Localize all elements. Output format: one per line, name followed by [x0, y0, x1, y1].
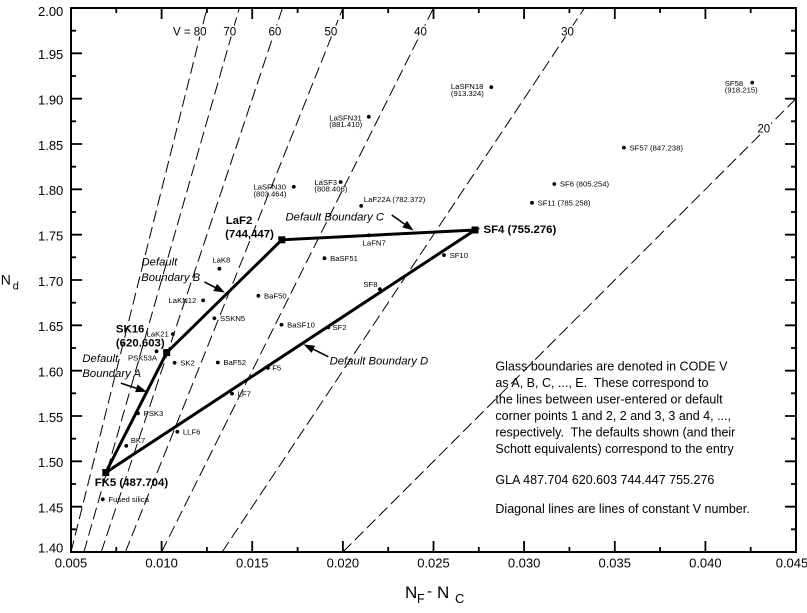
svg-text:(808.406): (808.406): [314, 185, 347, 194]
svg-text:N: N: [1, 271, 11, 287]
svg-text:N: N: [437, 583, 449, 602]
svg-text:(913.324): (913.324): [451, 89, 484, 98]
svg-text:F5: F5: [272, 364, 281, 373]
svg-text:F: F: [417, 592, 425, 606]
svg-text:1.65: 1.65: [38, 319, 63, 334]
svg-text:PSK53A: PSK53A: [128, 354, 158, 363]
svg-text:BaSF10: BaSF10: [287, 321, 315, 330]
svg-text:Fused silica: Fused silica: [108, 495, 149, 504]
svg-text:as A, B, C, ..., E. These cor: as A, B, C, ..., E. These correspond to: [495, 376, 708, 390]
svg-text:1.40: 1.40: [38, 541, 63, 556]
svg-text:GLA 487.704 620.603 744.447 75: GLA 487.704 620.603 744.447 755.276: [495, 473, 714, 487]
svg-text:N: N: [405, 583, 417, 602]
svg-text:d: d: [13, 280, 19, 292]
svg-text:0.045: 0.045: [776, 556, 807, 571]
svg-text:BK7: BK7: [131, 436, 146, 445]
svg-text:Schott equivalents) correspond: Schott equivalents) correspond to the en…: [495, 442, 734, 456]
svg-text:0.020: 0.020: [327, 556, 360, 571]
svg-text:corner points 1 and 2, 2 and 3: corner points 1 and 2, 2 and 3, 3 and 4,…: [495, 409, 731, 423]
svg-text:SF10: SF10: [450, 251, 468, 260]
svg-text:40: 40: [414, 26, 427, 38]
svg-text:LaSFN18: LaSFN18: [451, 82, 483, 91]
svg-text:1.55: 1.55: [38, 410, 63, 425]
svg-text:1.50: 1.50: [38, 455, 63, 470]
svg-text:LaK21: LaK21: [147, 330, 169, 339]
svg-text:SK2: SK2: [180, 359, 195, 368]
svg-text:LaFN7: LaFN7: [363, 238, 386, 247]
svg-text:0.040: 0.040: [689, 556, 722, 571]
svg-text:Glass boundaries are denoted i: Glass boundaries are denoted in CODE V: [495, 360, 728, 374]
svg-text:-: -: [427, 583, 432, 600]
svg-text:Default: Default: [142, 256, 179, 268]
svg-text:BaSF51: BaSF51: [330, 254, 358, 263]
svg-text:BaF52: BaF52: [223, 358, 246, 367]
svg-text:0.025: 0.025: [417, 556, 450, 571]
svg-text:(620.603): (620.603): [116, 337, 165, 349]
svg-text:1.90: 1.90: [38, 93, 63, 108]
svg-text:Default Boundary C: Default Boundary C: [286, 212, 385, 224]
svg-text:Boundary B: Boundary B: [141, 272, 200, 284]
svg-text:Default: Default: [82, 353, 119, 365]
svg-text:Default Boundary D: Default Boundary D: [330, 356, 429, 368]
svg-text:Diagonal lines are lines of co: Diagonal lines are lines of constant V n…: [495, 502, 749, 516]
svg-text:SF4 (755.276): SF4 (755.276): [484, 224, 557, 236]
svg-text:30: 30: [561, 26, 574, 38]
svg-text:0.030: 0.030: [508, 556, 541, 571]
svg-text:0.035: 0.035: [598, 556, 631, 571]
svg-text:(918.215): (918.215): [725, 86, 758, 95]
svg-text:(803.464): (803.464): [254, 189, 287, 198]
svg-text:SSKN5: SSKN5: [220, 314, 245, 323]
svg-text:SF8: SF8: [363, 280, 377, 289]
svg-text:1.80: 1.80: [38, 183, 63, 198]
svg-text:50: 50: [325, 26, 338, 38]
svg-text:LaF22A (782.372): LaF22A (782.372): [364, 195, 426, 204]
svg-text:1.75: 1.75: [38, 229, 63, 244]
svg-text:LaSFN30: LaSFN30: [254, 183, 286, 192]
svg-text:the lines between user-entered: the lines between user-entered or defaul…: [495, 393, 723, 407]
svg-text:LLF6: LLF6: [183, 428, 201, 437]
svg-text:1.95: 1.95: [38, 47, 63, 62]
svg-text:LF7: LF7: [238, 389, 251, 398]
svg-text:V = 80: V = 80: [173, 26, 207, 38]
svg-text:SK16: SK16: [116, 324, 144, 336]
svg-text:1.70: 1.70: [38, 274, 63, 289]
svg-text:BaF50: BaF50: [264, 292, 287, 301]
svg-text:LaF2: LaF2: [226, 215, 253, 227]
svg-text:respectively. The defaults sh: respectively. The defaults shown (and th…: [495, 426, 735, 440]
svg-text:(744,447): (744,447): [225, 228, 274, 240]
svg-text:0.010: 0.010: [145, 556, 178, 571]
svg-text:0.015: 0.015: [236, 556, 269, 571]
svg-text:Boundary A: Boundary A: [82, 368, 141, 380]
svg-text:C: C: [455, 591, 464, 606]
svg-text:LaKN12: LaKN12: [169, 296, 197, 305]
svg-text:60: 60: [269, 26, 282, 38]
svg-text:0.005: 0.005: [55, 556, 88, 571]
svg-text:LaK8: LaK8: [212, 256, 230, 265]
svg-text:1.45: 1.45: [38, 501, 63, 516]
svg-text:FK5 (487.704): FK5 (487.704): [95, 477, 169, 489]
svg-text:SF57 (847.238): SF57 (847.238): [630, 143, 684, 152]
svg-text:2.00: 2.00: [38, 4, 63, 19]
svg-text:PSK3: PSK3: [144, 409, 164, 418]
svg-text:SF58: SF58: [725, 79, 743, 88]
svg-text:20: 20: [757, 123, 770, 135]
svg-text:SF2: SF2: [333, 323, 347, 332]
svg-text:LaSF3: LaSF3: [314, 178, 337, 187]
svg-text:LaSFN31: LaSFN31: [329, 113, 361, 122]
svg-text:(881.410): (881.410): [329, 120, 362, 129]
svg-text:1.85: 1.85: [38, 138, 63, 153]
svg-text:SF6 (805.254): SF6 (805.254): [560, 180, 610, 189]
svg-text:SF11 (785.258): SF11 (785.258): [538, 199, 591, 208]
svg-text:70: 70: [223, 26, 236, 38]
svg-text:1.60: 1.60: [38, 365, 63, 380]
